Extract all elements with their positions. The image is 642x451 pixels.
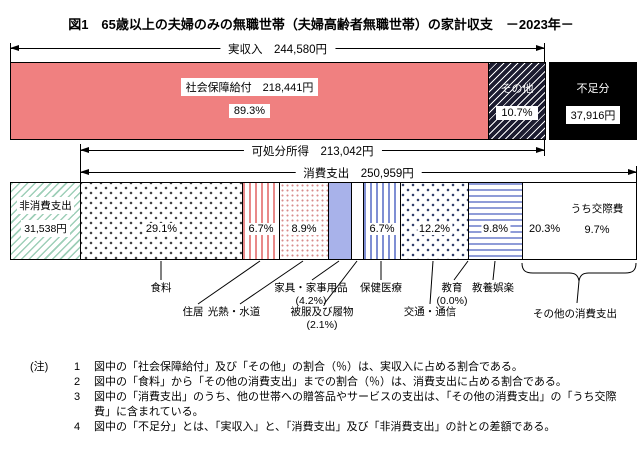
label-transport: 交通・通信 [404, 306, 457, 319]
note-item: 4 図中の「不足分」とは、「実収入」と、「消費支出」及び「非消費支出」の計との差… [74, 420, 628, 435]
page-title: 図1 65歳以上の夫婦のみの無職世帯（夫婦高齢者無職世帯）の家計収支 －2023… [68, 17, 574, 32]
segment-furniture [328, 182, 352, 260]
note-item: 1 図中の「社会保障給付」及び「その他」の割合（％）は、実収入に占める割合である… [74, 360, 628, 375]
consumption-dimension-arrow: 消費支出 250,959円 [80, 165, 637, 181]
disposable-income-label: 可処分所得 213,042円 [243, 143, 382, 159]
pct-other-consumption: 20.3% [527, 223, 563, 235]
pct-recreation: 9.8% [480, 223, 511, 235]
pct-food: 29.1% [143, 223, 180, 235]
label-education-text: 教育 [441, 282, 463, 294]
non-consumption-label: 非消費支出 [17, 197, 74, 214]
other-income-pct: 10.7% [496, 106, 538, 120]
segment-other-consumption: 20.3% うち交際費 9.7% [522, 182, 637, 260]
notes-heading: (注) [30, 361, 49, 373]
label-clothing-pct: (2.1%) [306, 319, 338, 331]
leader-housing [197, 260, 261, 305]
social-expense-note: うち交際費 9.7% [559, 203, 635, 236]
segment-transport: 12.2% [400, 182, 469, 260]
note-number: 2 [74, 376, 81, 388]
note-text: 図中の「社会保障給付」及び「その他」の割合（％）は、実収入に占める割合である。 [94, 361, 523, 373]
leader-transport [429, 260, 434, 305]
label-transport-text: 交通・通信 [403, 306, 457, 318]
pct-utilities: 8.9% [289, 223, 319, 235]
leader-other-consumption [576, 280, 580, 304]
label-other-consumption-text: その他の消費支出 [533, 308, 617, 320]
label-medical: 保健医療 [360, 282, 402, 295]
social-security-label: 社会保障給付 218,441円 [180, 78, 319, 96]
segment-utilities: 8.9% [279, 182, 329, 260]
segment-medical: 6.7% [363, 182, 401, 260]
extension-line [544, 140, 545, 156]
label-utilities-text: 光熱・水道 [207, 306, 261, 318]
label-education-pct: (0.0%) [436, 295, 468, 307]
label-recreation: 教養娯楽 [472, 282, 514, 295]
shortfall-value: 37,916円 [565, 106, 621, 124]
segment-food: 29.1% [80, 182, 243, 260]
leader-education [453, 260, 469, 281]
label-medical-text: 保健医療 [360, 282, 402, 294]
label-clothing-text: 被服及び履物 [290, 306, 354, 318]
income-dimension-arrow: 実収入 244,580円 [10, 41, 545, 57]
label-other-consumption: その他の消費支出 [533, 308, 617, 321]
shortfall-label: 不足分 [576, 83, 610, 95]
leader-recreation [492, 260, 496, 281]
note-number: 1 [74, 361, 81, 373]
label-recreation-text: 教養娯楽 [472, 282, 514, 294]
note-text: 図中の「食料」から「その他の消費支出」までの割合（％）は、消費支出に占める割合で… [94, 376, 567, 388]
shortfall-segment: 不足分 37,916円 [549, 62, 637, 140]
non-consumption-segment: 非消費支出 31,538円 [10, 182, 81, 260]
label-furniture: 家具・家事用品 (4.2%) [274, 282, 348, 308]
note-number: 4 [74, 421, 81, 433]
consumption-total-label: 消費支出 250,959円 [295, 165, 422, 181]
non-consumption-value: 31,538円 [21, 220, 70, 237]
label-food: 食料 [151, 282, 172, 295]
label-housing-text: 住居 [182, 306, 204, 318]
segment-housing: 6.7% [242, 182, 280, 260]
note-item: 2 図中の「食料」から「その他の消費支出」までの割合（％）は、消費支出に占める割… [74, 375, 628, 390]
extension-line [10, 43, 11, 62]
pct-housing: 6.7% [246, 223, 276, 235]
label-furniture-text: 家具・家事用品 [274, 282, 348, 294]
income-total-label: 実収入 244,580円 [219, 41, 336, 57]
other-income-segment: その他 10.7% [488, 62, 546, 140]
label-food-text: 食料 [150, 282, 172, 294]
social-security-pct: 89.3% [228, 104, 271, 118]
label-education: 教育 (0.0%) [437, 282, 468, 308]
label-clothing: 被服及び履物 (2.1%) [291, 306, 354, 332]
note-number: 3 [74, 391, 81, 403]
disposable-dimension-arrow: 可処分所得 213,042円 [80, 143, 545, 159]
notes: (注) 1 図中の「社会保障給付」及び「その他」の割合（％）は、実収入に占める割… [30, 360, 628, 435]
label-utilities: 光熱・水道 [208, 306, 261, 319]
social-expense-pct: 9.7% [584, 224, 610, 236]
other-income-label: その他 [500, 83, 534, 95]
other-consumption-brace [521, 262, 637, 282]
extension-line [544, 43, 545, 62]
note-text: 図中の「不足分」とは、「実収入」と、「消費支出」及び「非消費支出」の計との差額で… [94, 421, 556, 433]
pct-medical: 6.7% [367, 223, 397, 235]
social-expense-label: うち交際費 [570, 203, 624, 215]
extension-line [636, 166, 637, 182]
label-housing: 住居 [183, 306, 204, 319]
leader-furniture [311, 260, 340, 281]
note-text: 図中の「消費支出」のうち、他の世帯への贈答品やサービスの支出は、「その他の消費支… [94, 391, 617, 418]
note-item: 3 図中の「消費支出」のうち、他の世帯への贈答品やサービスの支出は、「その他の消… [74, 390, 628, 420]
social-security-segment: 社会保障給付 218,441円 89.3% [10, 62, 489, 140]
label-furniture-pct: (4.2%) [295, 295, 327, 307]
extension-line [80, 144, 81, 182]
segment-recreation: 9.8% [468, 182, 523, 260]
pct-transport: 12.2% [416, 223, 453, 235]
